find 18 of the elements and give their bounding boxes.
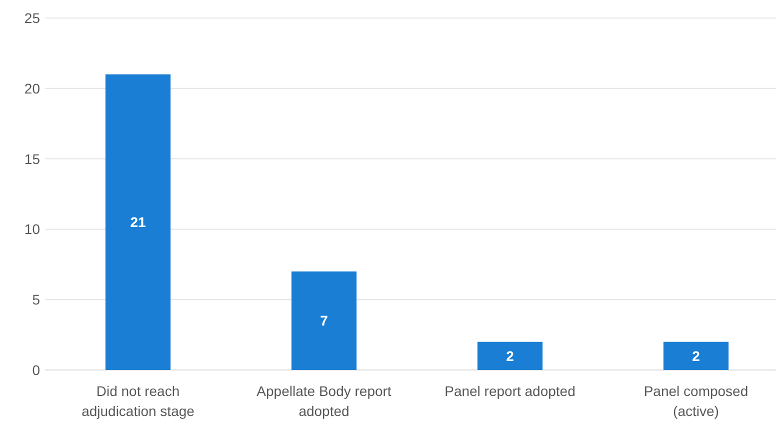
data-label: 7 <box>320 312 328 329</box>
bar <box>477 342 543 370</box>
x-tick-label: Appellate Body report adopted <box>256 383 392 419</box>
x-tick-label: Panel report adopted <box>444 383 576 399</box>
y-tick-label: 20 <box>24 80 40 96</box>
y-tick-label: 15 <box>24 150 40 167</box>
bar <box>291 271 357 370</box>
y-tick-label: 10 <box>24 221 40 238</box>
x-tick-label: Panel composed (active) <box>644 383 748 419</box>
y-tick-label: 25 <box>24 10 40 26</box>
data-label: 2 <box>692 348 700 364</box>
bar <box>663 342 729 370</box>
data-label: 21 <box>130 214 146 230</box>
bar <box>105 74 171 370</box>
data-label: 2 <box>506 348 514 364</box>
y-tick-label: 5 <box>32 292 40 308</box>
y-tick-label: 0 <box>32 362 40 378</box>
x-tick-label: Did not reach adjudication stage <box>82 383 195 419</box>
